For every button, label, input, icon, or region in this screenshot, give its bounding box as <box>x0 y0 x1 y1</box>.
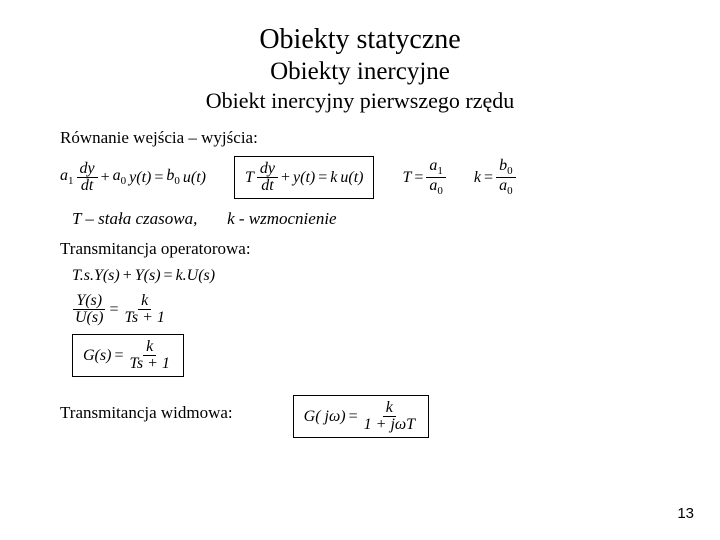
equation-k-def: k = b0 a0 <box>474 158 516 197</box>
equation-boxed-T: T dy dt + y(t) = k u(t) <box>234 156 375 199</box>
page-number: 13 <box>677 505 694 522</box>
def-T: T – stała czasowa, <box>72 209 197 228</box>
label-io-equation: Równanie wejścia – wyjścia: <box>60 128 660 148</box>
equation-T-def: T = a1 a0 <box>402 158 445 197</box>
equation-boxed-G: G(s) = k Ts + 1 <box>72 334 184 377</box>
label-spectral-transfer: Transmitancja widmowa: <box>60 403 233 423</box>
equation-row-1: a1 dy dt + a0 y(t) = b0 u(t) T dy dt + y… <box>60 156 660 199</box>
fraction-icon: k Ts + 1 <box>121 293 167 326</box>
title-main: Obiekty statyczne <box>60 24 660 56</box>
fraction-icon: k 1 + jωT <box>361 400 418 433</box>
operator-equations: T.s.Y(s) + Y(s) = k.U(s) Y(s) U(s) = k T… <box>72 267 660 377</box>
def-k: k - wzmocnienie <box>227 209 337 228</box>
equation-op2: Y(s) U(s) = k Ts + 1 <box>72 293 168 326</box>
fraction-icon: dy dt <box>257 161 278 194</box>
fraction-icon: b0 a0 <box>496 158 516 197</box>
equation-a1: a1 dy dt + a0 y(t) = b0 u(t) <box>60 161 206 194</box>
fraction-icon: dy dt <box>77 161 98 194</box>
title-sub1: Obiekty inercyjne <box>60 58 660 86</box>
fraction-icon: k Ts + 1 <box>126 339 172 372</box>
equation-boxed-spectral: G( jω) = k 1 + jωT <box>293 395 429 438</box>
definitions-line: T – stała czasowa, k - wzmocnienie <box>72 209 660 229</box>
slide: Obiekty statyczne Obiekty inercyjne Obie… <box>0 0 720 540</box>
spectral-row: Transmitancja widmowa: G( jω) = k 1 + jω… <box>60 395 660 438</box>
fraction-icon: a1 a0 <box>426 158 446 197</box>
equation-op1: T.s.Y(s) + Y(s) = k.U(s) <box>72 267 215 285</box>
title-sub2: Obiekt inercyjny pierwszego rzędu <box>60 88 660 114</box>
fraction-icon: Y(s) U(s) <box>72 293 106 326</box>
label-operator-transfer: Transmitancja operatorowa: <box>60 239 660 259</box>
